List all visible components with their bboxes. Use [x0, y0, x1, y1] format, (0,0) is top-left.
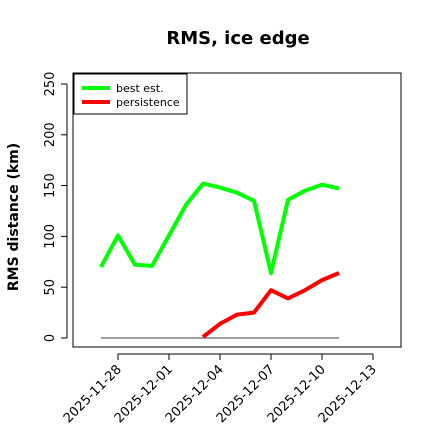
y-tick-label: 150: [43, 173, 58, 198]
series-layer: [99, 181, 340, 339]
plot-frame: [72, 72, 402, 348]
legend: best est. persistence: [73, 73, 188, 115]
y-tick-label: 50: [43, 279, 58, 296]
y-axis: 0 50 100 150 200 250: [43, 72, 68, 342]
series-line-persistence: [201, 271, 340, 339]
series-line-best-est: [99, 181, 340, 275]
legend-box: [73, 73, 188, 115]
y-axis-label: RMS distance (km): [6, 143, 22, 291]
chart-title: RMS, ice edge: [166, 28, 309, 49]
y-tick-label: 200: [43, 122, 58, 147]
y-tick-label: 100: [43, 224, 58, 249]
legend-label-best-est: best est.: [116, 82, 164, 95]
legend-label-persistence: persistence: [116, 96, 180, 109]
x-axis: 2025-11-282025-12-012025-12-042025-12-07…: [61, 353, 380, 426]
y-tick-label: 0: [43, 334, 58, 342]
y-tick-label: 250: [43, 72, 58, 97]
